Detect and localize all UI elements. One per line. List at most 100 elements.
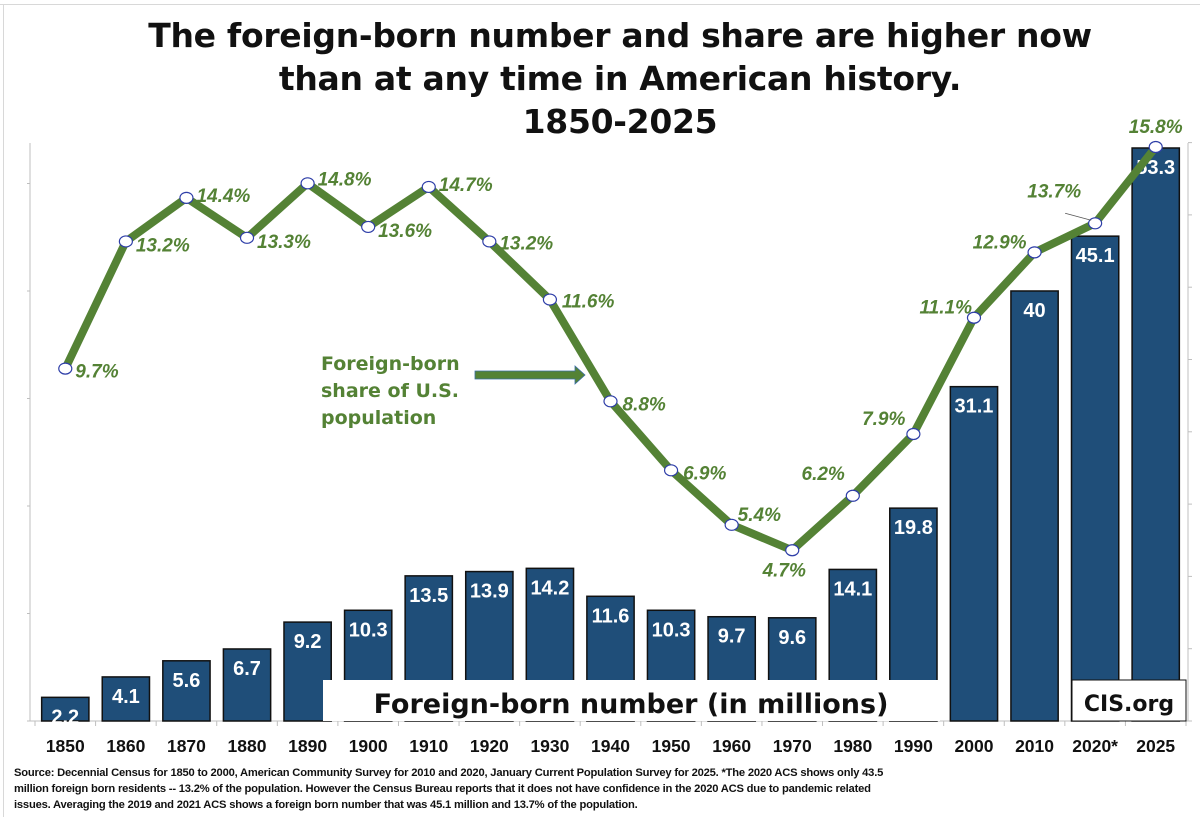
x-tick-1850: 1850 (46, 736, 85, 756)
bar-1870 (162, 660, 211, 722)
share-label-2020*: 13.7% (1027, 181, 1081, 202)
chart-title-line-1: The foreign-born number and share are hi… (148, 16, 1092, 55)
callout-arrow-icon (474, 365, 586, 385)
share-label-1940: 8.8% (623, 394, 666, 415)
share-marker-1850 (58, 362, 73, 375)
share-label-leader-2020 (1065, 212, 1092, 221)
source-line-2: million foreign born residents -- 13.2% … (14, 783, 871, 795)
bar-label-2010: 40 (1023, 300, 1045, 322)
x-tick-1900: 1900 (349, 736, 388, 756)
line-callout: Foreign-born share of U.S. population (321, 353, 586, 429)
bar-label-1900: 10.3 (349, 619, 388, 641)
x-tick-1990: 1990 (894, 736, 933, 756)
bar-label-1910: 13.5 (409, 585, 448, 607)
share-marker-1980 (845, 489, 860, 502)
bar-label-1860: 4.1 (112, 686, 140, 708)
source-line-1: Source: Decennial Census for 1850 to 200… (14, 767, 884, 779)
x-tick-1880: 1880 (228, 736, 267, 756)
bar-1860 (101, 676, 151, 722)
share-marker-2010 (1027, 246, 1042, 259)
share-marker-1930 (542, 293, 558, 306)
share-label-1950: 6.9% (683, 463, 726, 484)
x-tick-1940: 1940 (591, 736, 630, 756)
bar-label-1920: 13.9 (470, 581, 509, 603)
x-tick-1960: 1960 (712, 736, 751, 756)
bar-label-1890: 9.2 (294, 631, 322, 653)
share-marker-1880 (239, 231, 255, 244)
x-tick-2025: 2025 (1136, 736, 1175, 756)
share-marker-1910 (421, 180, 436, 194)
share-label-1990: 7.9% (862, 409, 905, 430)
bar-label-1850: 2.2 (51, 706, 79, 728)
bar-label-1980: 14.1 (833, 578, 872, 600)
share-label-1960: 5.4% (738, 505, 781, 526)
x-tick-1910: 1910 (409, 736, 448, 756)
bar-label-1930: 14.2 (530, 577, 569, 599)
share-marker-2020* (1088, 217, 1103, 230)
callout-line-3: population (321, 407, 436, 429)
share-label-1880: 13.3% (257, 232, 311, 253)
bar-2000 (949, 385, 999, 722)
x-tick-1930: 1930 (530, 736, 569, 756)
bar-2025 (1131, 147, 1181, 722)
x-tick-2000: 2000 (955, 736, 994, 756)
brand-box (1071, 679, 1187, 722)
bar-2010 (1010, 290, 1059, 722)
share-label-1860: 13.2% (136, 235, 190, 256)
bar-legend-label: Foreign-born number (in millions) (374, 689, 889, 720)
bar-label-1990: 19.8 (894, 517, 933, 539)
bar-label-1950: 10.3 (652, 619, 691, 641)
share-marker-1900 (361, 220, 376, 234)
share-marker-1940 (603, 395, 618, 408)
x-tick-1870: 1870 (167, 736, 206, 756)
share-label-2000: 11.1% (920, 298, 973, 319)
share-label-1900: 13.6% (378, 221, 432, 242)
line-series (58, 140, 1163, 557)
bar-label-1940: 11.6 (592, 605, 630, 627)
bar-1850 (40, 696, 90, 722)
x-tick-2010: 2010 (1015, 736, 1054, 756)
source-note: Source: Decennial Census for 1850 to 200… (14, 765, 1194, 813)
share-marker-2025 (1148, 140, 1163, 154)
bar-label-1870: 5.6 (173, 670, 201, 692)
share-marker-1970 (785, 544, 800, 557)
chart-title-line-3: 1850-2025 (522, 102, 718, 141)
callout-line-2: share of U.S. (321, 380, 459, 402)
x-tick-1860: 1860 (106, 736, 145, 756)
bar-2020* (1070, 235, 1120, 722)
bar-label-2000: 31.1 (955, 396, 994, 418)
share-label-1910: 14.7% (439, 175, 493, 196)
x-tick-1980: 1980 (833, 736, 872, 756)
x-tick-labels: 1850 1860 1870 1880 1890 1900 1910 1920 1930 1940… (46, 736, 1176, 756)
chart-title: The foreign-born number and share are hi… (0, 14, 1200, 143)
share-marker-1860 (118, 235, 133, 248)
callout-line-1: Foreign-born (321, 353, 460, 375)
share-marker-2000 (966, 311, 982, 324)
line-value-labels: 9.7% 13.2% 14.4% 13.3% 14.8% 13.6% 14.7% 13.2% 1… (75, 117, 1182, 581)
share-label-2025: 15.8% (1129, 117, 1183, 138)
bar-label-1960: 9.7 (718, 626, 746, 648)
share-label-1970: 4.7% (762, 560, 806, 581)
share-label-2010: 12.9% (973, 232, 1027, 253)
x-tick-2020*: 2020* (1072, 736, 1118, 756)
x-tick-1890: 1890 (288, 736, 327, 756)
share-marker-1870 (179, 191, 194, 204)
bar-label-2020*: 45.1 (1076, 245, 1115, 267)
bar-1880 (222, 648, 272, 722)
share-label-1920: 13.2% (499, 233, 553, 254)
share-marker-1950 (663, 464, 679, 477)
x-tick-1920: 1920 (470, 736, 509, 756)
share-label-1980: 6.2% (802, 464, 845, 485)
share-label-1890: 14.8% (318, 169, 372, 190)
share-marker-1960 (724, 518, 739, 531)
source-line-3: issues. Averaging the 2019 and 2021 ACS … (14, 799, 638, 811)
x-tick-1970: 1970 (773, 736, 812, 756)
chart-title-line-2: than at any time in American history. (278, 59, 962, 98)
frame-left-border (3, 4, 4, 817)
frame-top-border (0, 4, 1200, 5)
x-tick-1950: 1950 (652, 736, 691, 756)
share-marker-1990 (906, 427, 921, 441)
bar-legend-box (323, 680, 940, 721)
bar-label-1970: 9.6 (778, 627, 806, 649)
